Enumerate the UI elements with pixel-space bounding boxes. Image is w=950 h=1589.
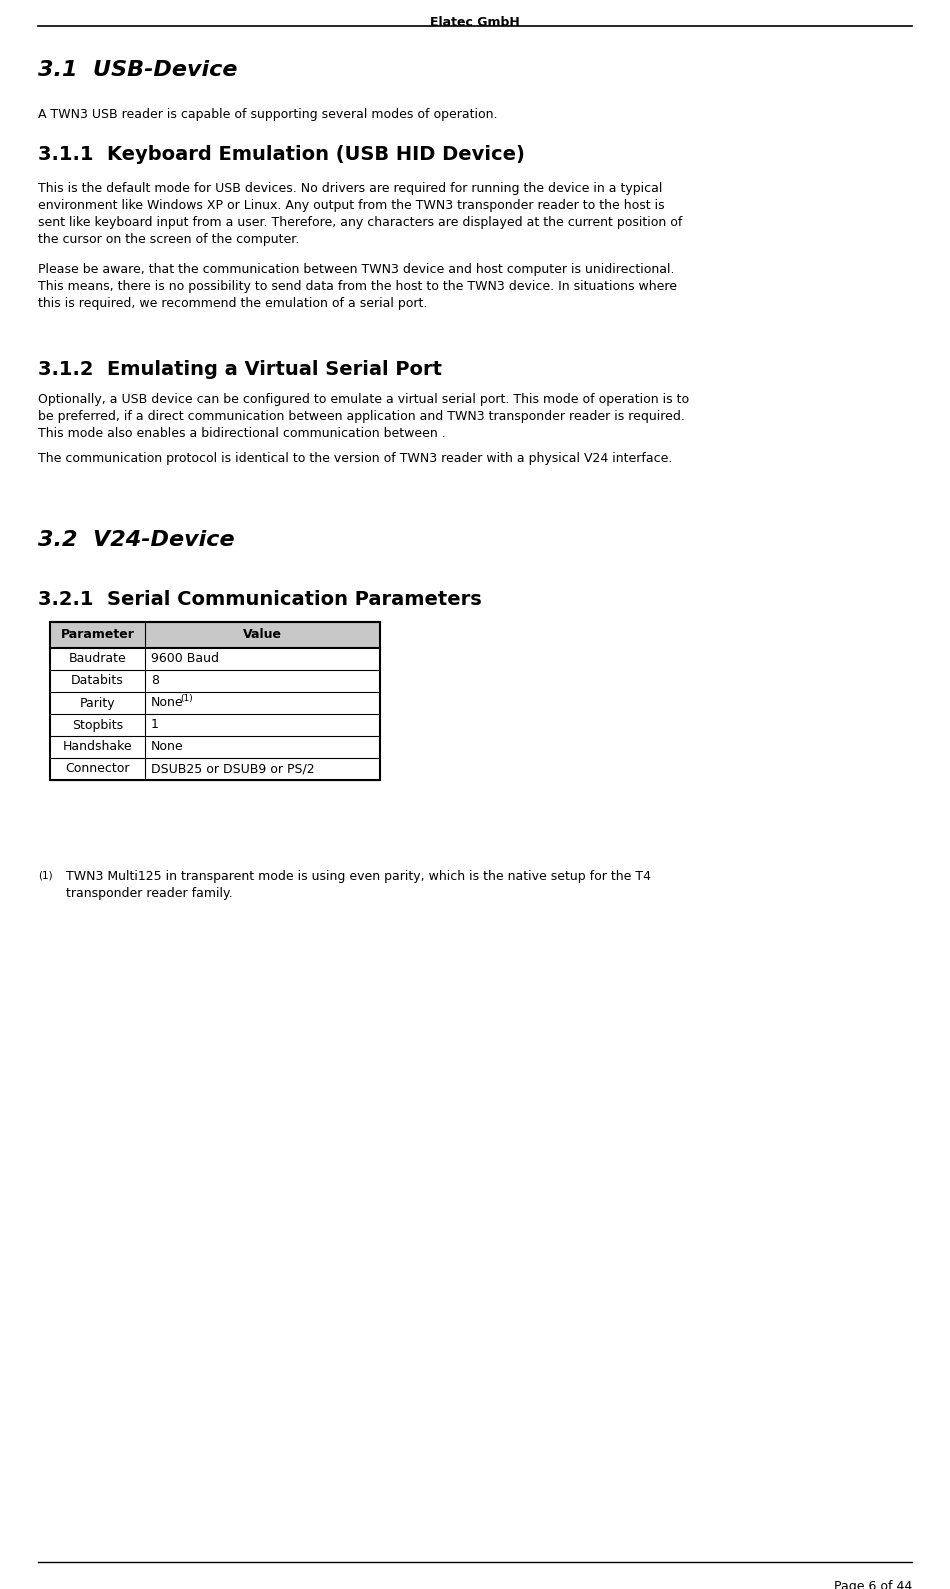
Bar	[50, 736, 380, 758]
Text: 8: 8	[151, 674, 159, 688]
Text: Optionally, a USB device can be configured to emulate a virtual serial port. Thi: Optionally, a USB device can be configur…	[38, 392, 689, 440]
Text: None: None	[151, 740, 183, 753]
Text: 3.2.1  Serial Communication Parameters: 3.2.1 Serial Communication Parameters	[38, 590, 482, 609]
Bar	[50, 621, 380, 648]
Text: 3.2  V24-Device: 3.2 V24-Device	[38, 531, 235, 550]
Bar	[50, 648, 380, 671]
Text: Stopbits: Stopbits	[72, 718, 124, 731]
Text: Page 6 of 44: Page 6 of 44	[834, 1579, 912, 1589]
Text: Parity: Parity	[80, 696, 115, 710]
Text: 3.1  USB-Device: 3.1 USB-Device	[38, 60, 238, 79]
Text: Handshake: Handshake	[63, 740, 132, 753]
Text: 3.1.2  Emulating a Virtual Serial Port: 3.1.2 Emulating a Virtual Serial Port	[38, 361, 442, 380]
Text: Parameter: Parameter	[61, 629, 135, 642]
Text: 3.1.1  Keyboard Emulation (USB HID Device): 3.1.1 Keyboard Emulation (USB HID Device…	[38, 145, 524, 164]
Text: 1: 1	[151, 718, 159, 731]
Text: DSUB25 or DSUB9 or PS/2: DSUB25 or DSUB9 or PS/2	[151, 763, 314, 775]
Bar	[50, 671, 380, 691]
Text: (1): (1)	[38, 871, 52, 880]
Bar	[50, 713, 380, 736]
Text: Elatec GmbH: Elatec GmbH	[430, 16, 520, 29]
Bar	[50, 691, 380, 713]
Text: A TWN3 USB reader is capable of supporting several modes of operation.: A TWN3 USB reader is capable of supporti…	[38, 108, 498, 121]
Text: TWN3 Multi125 in transparent mode is using even parity, which is the native setu: TWN3 Multi125 in transparent mode is usi…	[66, 871, 651, 899]
Text: The communication protocol is identical to the version of TWN3 reader with a phy: The communication protocol is identical …	[38, 451, 673, 466]
Text: Databits: Databits	[71, 674, 124, 688]
Text: Connector: Connector	[66, 763, 130, 775]
Text: (1): (1)	[180, 694, 193, 704]
Text: This is the default mode for USB devices. No drivers are required for running th: This is the default mode for USB devices…	[38, 183, 682, 246]
Bar	[50, 621, 380, 780]
Text: Please be aware, that the communication between TWN3 device and host computer is: Please be aware, that the communication …	[38, 264, 677, 310]
Text: Baudrate: Baudrate	[68, 653, 126, 666]
Text: Value: Value	[243, 629, 282, 642]
Text: 9600 Baud: 9600 Baud	[151, 653, 219, 666]
Bar	[50, 758, 380, 780]
Text: None: None	[151, 696, 183, 710]
